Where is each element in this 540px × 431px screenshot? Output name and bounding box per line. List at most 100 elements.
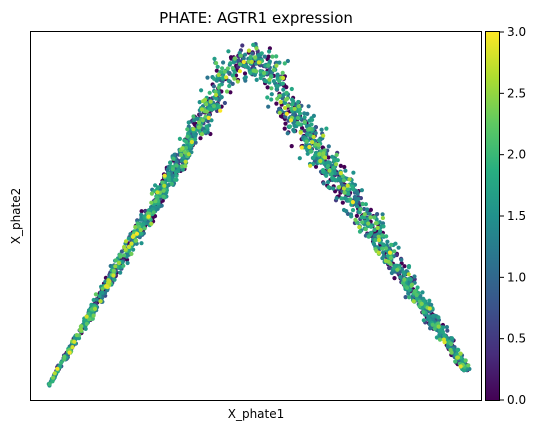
scatter-point <box>326 144 331 149</box>
scatter-point <box>326 185 331 190</box>
scatter-point <box>162 183 167 188</box>
scatter-point <box>226 49 231 54</box>
scatter-point <box>289 106 294 111</box>
scatter-point <box>427 298 432 303</box>
scatter-point <box>285 96 290 101</box>
scatter-point <box>251 68 256 73</box>
scatter-point <box>302 115 307 120</box>
scatter-point <box>100 286 105 291</box>
scatter-point <box>367 211 372 216</box>
scatter-point <box>440 329 445 335</box>
scatter-point <box>256 60 261 65</box>
scatter-point <box>302 111 307 116</box>
scatter-point <box>179 152 184 157</box>
scatter-point <box>372 227 377 232</box>
scatter-point <box>285 58 290 64</box>
scatter-point <box>311 134 316 139</box>
scatter-point <box>302 119 307 125</box>
scatter-point <box>91 313 96 318</box>
scatter-point <box>269 92 274 97</box>
scatter-point <box>149 200 154 205</box>
scatter-point <box>419 301 424 306</box>
colorbar-tick-label: 1.0 <box>507 270 526 284</box>
scatter-point <box>319 127 324 132</box>
scatter-point <box>220 75 225 80</box>
scatter-point <box>324 126 329 131</box>
scatter-point <box>345 186 350 192</box>
scatter-point <box>183 164 188 169</box>
scatter-point <box>79 324 84 329</box>
scatter-point <box>119 249 124 254</box>
scatter-point <box>211 84 216 89</box>
scatter-point <box>166 175 171 180</box>
scatter-point <box>321 181 326 186</box>
scatter-point <box>214 68 219 73</box>
scatter-point <box>278 114 284 119</box>
scatter-point <box>253 55 258 60</box>
scatter-point <box>185 127 190 132</box>
scatter-point <box>350 184 355 189</box>
scatter-point <box>286 103 291 108</box>
scatter-point <box>326 163 331 169</box>
scatter-point <box>269 86 274 91</box>
scatter-point <box>258 75 263 81</box>
plot-area <box>30 31 482 401</box>
scatter-point <box>93 292 98 297</box>
scatter-point <box>228 61 233 66</box>
scatter-point <box>426 314 431 319</box>
scatter-point <box>212 56 217 62</box>
scatter-point <box>376 237 382 243</box>
scatter-point <box>335 158 340 163</box>
scatter-point <box>296 104 301 109</box>
scatter-point <box>376 250 381 255</box>
scatter-point <box>343 168 348 173</box>
chart-title: PHATE: AGTR1 expression <box>159 9 353 27</box>
scatter-point <box>341 186 346 191</box>
scatter-point <box>353 217 358 222</box>
scatter-point <box>189 139 194 145</box>
scatter-point <box>354 204 360 209</box>
scatter-point <box>354 213 359 218</box>
y-axis-label: X_phate2 <box>9 188 23 245</box>
scatter-point <box>134 231 140 236</box>
scatter-point <box>139 241 144 246</box>
scatter-point <box>184 139 189 145</box>
scatter-point <box>368 215 373 220</box>
scatter-point <box>270 54 275 59</box>
scatter-point <box>414 293 419 298</box>
scatter-point <box>173 177 178 182</box>
scatter-point <box>138 227 143 233</box>
scatter-point <box>153 199 158 204</box>
scatter-point <box>267 49 272 54</box>
scatter-point <box>224 75 229 80</box>
scatter-point <box>291 112 296 117</box>
scatter-point <box>92 306 98 311</box>
scatter-point <box>349 214 354 219</box>
scatter-point <box>309 122 314 127</box>
scatter-point <box>326 160 331 166</box>
scatter-point <box>282 105 288 110</box>
scatter-point <box>219 95 224 100</box>
scatter-point <box>289 86 294 92</box>
scatter-point <box>388 255 393 260</box>
scatter-point <box>431 313 436 318</box>
scatter-point <box>155 190 160 195</box>
scatter-point <box>292 129 297 134</box>
scatter-point <box>228 90 233 95</box>
scatter-point <box>185 134 190 139</box>
colorbar-tick-label: 2.5 <box>507 86 526 100</box>
scatter-point <box>310 117 315 122</box>
scatter-point <box>383 258 388 263</box>
scatter-point <box>380 212 385 217</box>
scatter-point <box>248 54 253 60</box>
colorbar-tick-label: 2.0 <box>507 148 526 162</box>
scatter-point <box>265 95 270 100</box>
scatter-point <box>198 112 203 117</box>
scatter-point <box>111 268 116 273</box>
scatter-point <box>266 104 271 109</box>
scatter-point <box>338 171 343 176</box>
colorbar-tick-label: 0.5 <box>507 332 526 346</box>
scatter-point <box>198 136 203 141</box>
scatter-point <box>284 90 289 95</box>
scatter-point <box>221 60 226 65</box>
